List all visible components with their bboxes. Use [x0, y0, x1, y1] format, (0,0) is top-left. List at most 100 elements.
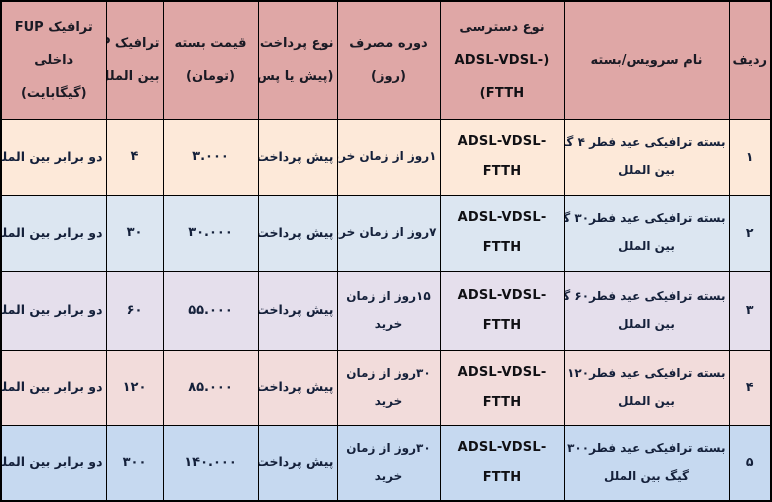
usage-period-line1: ۳۰روز از زمان: [346, 441, 431, 456]
usage-period-line1: ۱۵روز از زمان: [346, 288, 431, 303]
cell-service-name: بسته ترافیکی عید فطر۳۰ گیگ بین الملل: [563, 194, 730, 272]
service-name-line1: بسته ترافیکی عید فطر۳۰۰: [567, 441, 726, 456]
cell-price: ۳۰.۰۰۰: [162, 194, 259, 272]
header-payment-type-hint: (پیش یا پس): [258, 69, 334, 85]
service-name-line2: بین الملل: [618, 316, 675, 331]
cell-service-name: بسته ترافیکی عید فطر۶۰ گیگ بین الملل: [563, 270, 730, 351]
cell-row-number: ۳: [728, 270, 772, 351]
row-number: ۴: [745, 379, 754, 395]
fup-domestic-value: دو برابر بین الملل: [1, 454, 103, 470]
cell-service-name: بسته ترافیکی عید فطر ۴ گیگ بین الملل: [563, 118, 730, 196]
header-payment-type: نوع پرداخت (پیش یا پس): [257, 0, 338, 120]
table-row: ۲ بسته ترافیکی عید فطر۳۰ گیگ بین الملل A…: [0, 194, 772, 272]
service-name-line2: بین الملل: [618, 163, 675, 177]
cell-payment-type: پیش پرداخت: [257, 118, 338, 196]
table-row: ۵ بسته ترافیکی عید فطر۳۰۰ گیگ بین الملل …: [0, 424, 772, 502]
usage-period-line1: ۷روز از زمان خرید: [337, 225, 437, 240]
usage-period-line2: خرید: [374, 316, 403, 331]
header-price-label: قیمت بسته: [174, 36, 247, 52]
header-fup-international-sub: بین الملل: [107, 69, 160, 85]
cell-payment-type: پیش پرداخت: [257, 194, 338, 272]
payment-type: پیش پرداخت: [258, 454, 334, 470]
cell-fup-international: ۶۰: [105, 270, 164, 351]
header-usage-period: دوره مصرف (روز): [336, 0, 441, 120]
header-service-name-label: نام سرویس/بسته: [590, 52, 703, 68]
service-name-line1: بسته ترافیکی عید فطر۶۰ گیگ: [565, 288, 726, 303]
header-usage-period-unit: (روز): [371, 69, 406, 85]
header-payment-type-label: نوع پرداخت: [259, 36, 334, 52]
access-type-line2: FTTH: [482, 317, 522, 333]
fup-domestic-value: دو برابر بین الملل: [1, 224, 103, 240]
usage-period-line1: ۳۰روز از زمان: [346, 365, 431, 380]
cell-fup-international: ۳۰۰: [105, 424, 164, 502]
header-usage-period-label: دوره مصرف: [349, 36, 428, 52]
cell-fup-domestic: دو برابر بین الملل: [0, 270, 107, 351]
cell-access-type: ADSL-VDSL- FTTH: [439, 118, 565, 196]
header-fup-domestic-label: ترافیک FUP: [14, 19, 93, 35]
service-name-line1: بسته ترافیکی عید فطر۳۰ گیگ: [565, 211, 726, 226]
cell-usage-period: ۳۰روز از زمان خرید: [336, 349, 441, 426]
service-name-line2: گیگ بین الملل: [604, 468, 689, 483]
service-name-line2: بین الملل: [618, 393, 675, 408]
fup-domestic-value: دو برابر بین الملل: [1, 302, 103, 318]
header-access-type-tech-line2: (FTTH: [479, 85, 525, 101]
access-type-line1: ADSL-VDSL-: [457, 364, 547, 380]
fup-domestic-value: دو برابر بین الملل: [1, 148, 103, 164]
usage-period-line1: ۱روز از زمان خرید: [337, 149, 437, 164]
cell-access-type: ADSL-VDSL- FTTH: [439, 424, 565, 502]
cell-fup-international: ۱۲۰: [105, 349, 164, 426]
cell-fup-domestic: دو برابر بین الملل: [0, 118, 107, 196]
header-access-type-tech-line1: ADSL-VDSL-): [454, 52, 550, 68]
cell-fup-international: ۳۰: [105, 194, 164, 272]
cell-fup-domestic: دو برابر بین الملل: [0, 349, 107, 426]
price-value: ۱۴۰.۰۰۰: [184, 454, 237, 470]
header-fup-international-label: ترافیک FUP: [107, 36, 160, 52]
cell-price: ۱۴۰.۰۰۰: [162, 424, 259, 502]
header-fup-domestic-unit: (گیگابایت): [20, 85, 87, 101]
fup-international-value: ۶۰: [126, 302, 143, 318]
cell-payment-type: پیش پرداخت: [257, 270, 338, 351]
header-access-type: نوع دسترسی ADSL-VDSL-) (FTTH: [439, 0, 565, 120]
cell-fup-international: ۴: [105, 118, 164, 196]
cell-price: ۳.۰۰۰: [162, 118, 259, 196]
header-row-number-label: ردیف: [732, 52, 767, 68]
row-number: ۱: [745, 148, 754, 164]
table-row: ۳ بسته ترافیکی عید فطر۶۰ گیگ بین الملل A…: [0, 270, 772, 351]
payment-type: پیش پرداخت: [258, 379, 334, 395]
header-access-type-label: نوع دسترسی: [459, 19, 545, 35]
cell-service-name: بسته ترافیکی عید فطر۱۲۰ گیگ بین الملل: [563, 349, 730, 426]
cell-payment-type: پیش پرداخت: [257, 349, 338, 426]
cell-usage-period: ۳۰روز از زمان خرید: [336, 424, 441, 502]
row-number: ۳: [745, 302, 754, 318]
cell-service-name: بسته ترافیکی عید فطر۳۰۰ گیگ بین الملل: [563, 424, 730, 502]
header-service-name: نام سرویس/بسته: [563, 0, 730, 120]
cell-row-number: ۲: [728, 194, 772, 272]
header-row-number: ردیف: [728, 0, 772, 120]
table-row: ۴ بسته ترافیکی عید فطر۱۲۰ گیگ بین الملل …: [0, 349, 772, 426]
cell-payment-type: پیش پرداخت: [257, 424, 338, 502]
price-value: ۳۰.۰۰۰: [188, 225, 233, 241]
row-number: ۲: [745, 224, 754, 240]
price-value: ۸۵.۰۰۰: [188, 379, 233, 395]
fup-international-value: ۱۲۰: [122, 379, 147, 395]
header-fup-domestic-sub: داخلی: [34, 52, 74, 68]
price-value: ۳.۰۰۰: [192, 149, 229, 165]
cell-fup-domestic: دو برابر بین الملل: [0, 424, 107, 502]
fup-international-value: ۳۰: [126, 225, 143, 241]
payment-type: پیش پرداخت: [258, 302, 334, 318]
cell-access-type: ADSL-VDSL- FTTH: [439, 194, 565, 272]
fup-international-value: ۴: [130, 149, 139, 165]
header-fup-domestic: ترافیک FUP داخلی (گیگابایت): [0, 0, 107, 120]
access-type-line2: FTTH: [482, 240, 522, 255]
header-fup-international: ترافیک FUP بین الملل: [105, 0, 164, 120]
usage-period-line2: خرید: [374, 468, 403, 483]
cell-row-number: ۱: [728, 118, 772, 196]
cell-usage-period: ۱روز از زمان خرید: [336, 118, 441, 196]
access-type-line1: ADSL-VDSL-: [457, 134, 547, 150]
access-type-line2: FTTH: [482, 164, 522, 179]
cell-price: ۵۵.۰۰۰: [162, 270, 259, 351]
row-number: ۵: [745, 454, 754, 470]
usage-period-line2: خرید: [374, 393, 403, 408]
table-row: ۱ بسته ترافیکی عید فطر ۴ گیگ بین الملل A…: [0, 118, 772, 196]
